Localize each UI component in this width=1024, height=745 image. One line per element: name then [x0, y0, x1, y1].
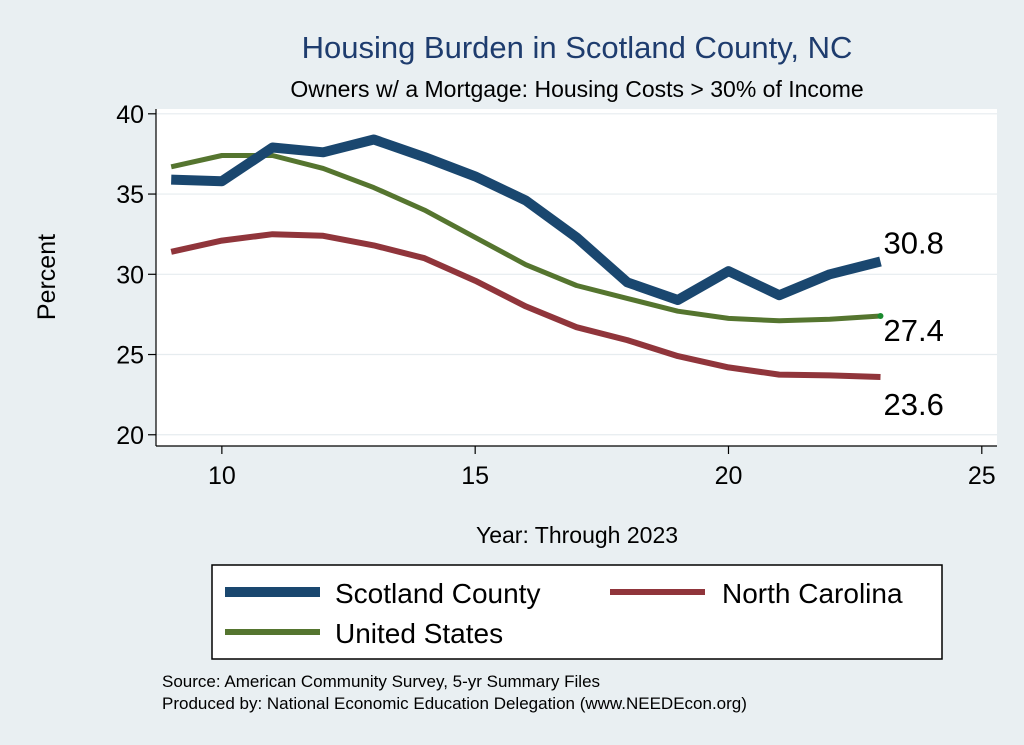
y-tick-label: 30 — [116, 261, 144, 289]
grid-lines — [156, 113, 997, 436]
legend-item-united-states: United States — [225, 618, 503, 649]
x-tick-label: 10 — [208, 462, 236, 490]
x-tick-label: 25 — [968, 462, 996, 490]
united-states-end-marker — [877, 313, 884, 320]
scotland-county-line — [171, 134, 882, 305]
legend — [211, 564, 943, 660]
end-label-north-carolina: 23.6 — [883, 387, 943, 422]
y-tick-label: 40 — [116, 101, 144, 129]
united-states-line — [170, 153, 881, 324]
legend-label-united-states: United States — [335, 618, 503, 649]
y-axis-label: Percent — [33, 234, 61, 320]
end-label-united-states: 27.4 — [883, 313, 943, 348]
y-tick-label: 35 — [116, 181, 144, 209]
legend-item-scotland: Scotland County — [225, 578, 540, 609]
y-axis-ticks: 20 25 30 35 40 — [116, 101, 156, 450]
series-layer — [170, 134, 884, 380]
x-tick-label: 20 — [715, 462, 743, 490]
plot-area — [156, 109, 997, 446]
end-labels: 30.8 23.6 27.4 — [883, 225, 943, 422]
chart-subtitle: Owners w/ a Mortgage: Housing Costs > 30… — [290, 76, 863, 102]
north-carolina-line — [170, 231, 881, 380]
x-axis-ticks: 10 15 20 25 — [208, 446, 996, 490]
legend-label-north-carolina: North Carolina — [722, 578, 903, 609]
x-axis-label: Year: Through 2023 — [476, 522, 678, 548]
produced-by-note: Produced by: National Economic Education… — [162, 694, 747, 713]
chart-title: Housing Burden in Scotland County, NC — [302, 30, 853, 65]
legend-label-scotland: Scotland County — [335, 578, 540, 609]
end-label-scotland: 30.8 — [883, 225, 943, 260]
legend-item-north-carolina: North Carolina — [610, 578, 903, 609]
source-note: Source: American Community Survey, 5-yr … — [162, 672, 600, 691]
y-tick-label: 20 — [116, 422, 144, 450]
x-tick-label: 15 — [461, 462, 489, 490]
y-tick-label: 25 — [116, 342, 144, 370]
